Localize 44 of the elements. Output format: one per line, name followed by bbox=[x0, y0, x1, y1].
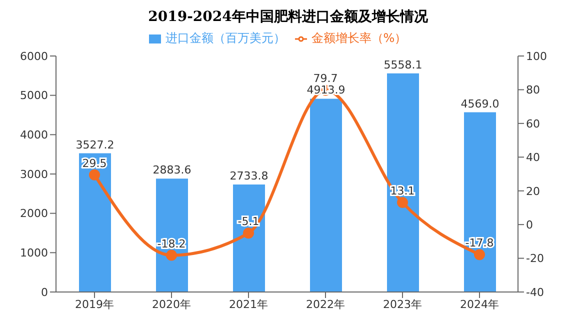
y-tick-label: 2000 bbox=[20, 207, 48, 220]
bar bbox=[233, 184, 265, 292]
y2-tick-label: 60 bbox=[526, 117, 540, 130]
y-tick-label: 3000 bbox=[20, 168, 48, 181]
y-tick-label: 6000 bbox=[20, 50, 48, 63]
x-tick-label: 2023年 bbox=[383, 298, 422, 311]
data-label: 29.5 bbox=[82, 156, 107, 170]
bar bbox=[156, 178, 188, 292]
data-label: 3527.2 bbox=[76, 138, 114, 152]
y-tick-label: 1000 bbox=[20, 246, 48, 260]
y2-tick-label: 20 bbox=[526, 184, 540, 198]
y-tick-label: 5000 bbox=[20, 89, 48, 102]
point bbox=[243, 228, 254, 239]
legend-label: 进口金额（百万美元） bbox=[165, 31, 286, 45]
y2-tick-label: -40 bbox=[526, 286, 544, 299]
y2-tick-label: 80 bbox=[526, 84, 540, 97]
bar bbox=[387, 73, 419, 292]
bar bbox=[464, 112, 496, 292]
x-tick-label: 2021年 bbox=[229, 298, 268, 311]
chart-title: 2019-2024年中国肥料进口金额及增长情况 bbox=[147, 8, 429, 26]
data-label: 4569.0 bbox=[460, 97, 500, 110]
y2-tick-label: 0 bbox=[526, 218, 533, 232]
point bbox=[474, 249, 485, 260]
x-tick-label: 2019年 bbox=[75, 298, 114, 311]
data-label: 2733.8 bbox=[230, 169, 268, 182]
y2-tick-label: 100 bbox=[526, 50, 547, 63]
data-label: 79.7 bbox=[313, 72, 338, 86]
data-label: -18.2 bbox=[157, 237, 186, 250]
data-label: -17.8 bbox=[465, 236, 494, 250]
y2-tick-label: -20 bbox=[526, 252, 544, 266]
data-label: 2883.6 bbox=[152, 164, 192, 177]
bar bbox=[310, 98, 342, 292]
y-tick-label: 0 bbox=[41, 286, 48, 299]
data-label: 5558.1 bbox=[384, 58, 422, 72]
x-tick-label: 2024年 bbox=[460, 298, 499, 311]
point bbox=[89, 169, 100, 180]
x-tick-label: 2022年 bbox=[306, 298, 345, 311]
point bbox=[166, 250, 177, 261]
y-tick-label: 4000 bbox=[20, 128, 48, 142]
y2-tick-label: 40 bbox=[526, 151, 540, 164]
x-tick-label: 2020年 bbox=[152, 298, 191, 311]
legend-label: 金额增长率（%） bbox=[311, 31, 407, 45]
point bbox=[397, 196, 408, 208]
bar bbox=[79, 153, 111, 292]
